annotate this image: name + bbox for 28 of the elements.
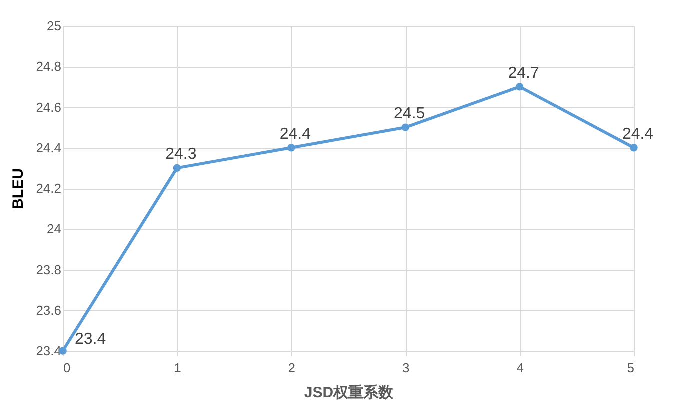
x-tick-label: 1: [174, 360, 182, 376]
x-tick-label: 4: [516, 360, 524, 376]
x-tick-label: 2: [288, 360, 296, 376]
y-tick-label: 24.8: [36, 59, 62, 74]
point: [630, 144, 638, 152]
data-label: 24.5: [394, 106, 426, 123]
y-tick-label: 23.4: [36, 344, 62, 358]
point: [288, 144, 296, 152]
y-tick-label: 24: [47, 222, 62, 237]
point: [516, 83, 524, 91]
point: [402, 124, 410, 132]
y-axis-title: BLEU: [10, 168, 28, 210]
y-tick-label: 24.6: [36, 100, 62, 115]
y-tick-label: 23.8: [36, 262, 62, 278]
y-tick-label: 23.6: [36, 302, 62, 318]
y-tick-label: 24.2: [36, 181, 62, 196]
x-tick-label: 0: [64, 360, 71, 376]
x-axis-title: JSD权重系数: [304, 384, 395, 402]
y-tick-label: 25: [47, 18, 62, 34]
x-tick-label: 5: [627, 360, 634, 376]
data-label: 23.4: [75, 331, 106, 348]
data-label: 24.4: [280, 126, 312, 143]
data-label: 24.4: [622, 126, 654, 143]
x-tick-label: 3: [402, 360, 410, 376]
point: [173, 164, 182, 172]
y-tick-label: 24.4: [36, 140, 62, 156]
data-label: 24.7: [508, 64, 540, 82]
data-label: 24.3: [166, 146, 197, 164]
